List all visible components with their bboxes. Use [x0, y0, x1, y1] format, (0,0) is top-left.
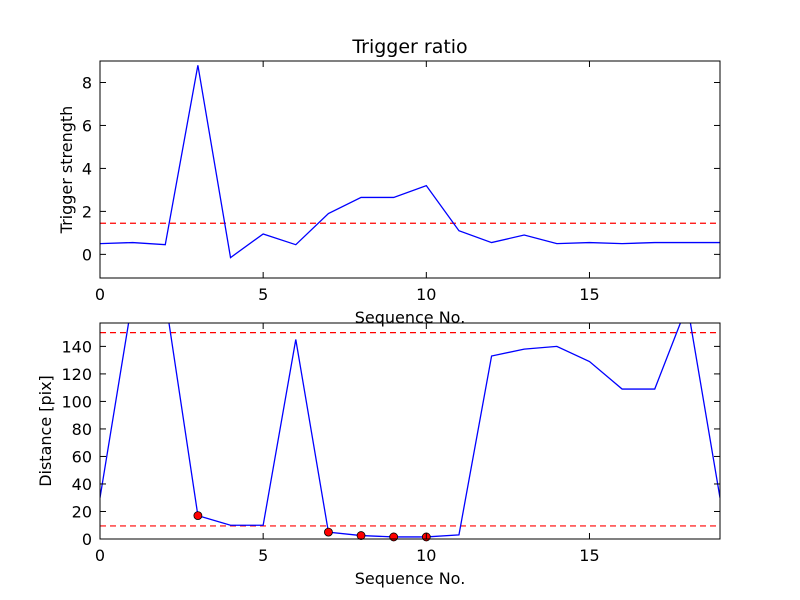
- chart1.x-tick-label-5: 5: [258, 285, 268, 304]
- chart2.y-tick-label-20: 20: [72, 502, 92, 521]
- chart2.x-tick-label-0: 0: [95, 546, 105, 565]
- chart2.y-axis-label: Distance [pix]: [36, 375, 55, 487]
- chart2.highlight-marker-7: [324, 527, 333, 537]
- chart1.y-tick-label-4: 4: [82, 159, 92, 178]
- chart1.x-tick-label-15: 15: [579, 285, 599, 304]
- chart2.y-tick-label-0: 0: [82, 530, 92, 549]
- chart2.y-tick-label-60: 60: [72, 447, 92, 466]
- chart1.x-tick-label-0: 0: [95, 285, 105, 304]
- chart2.x-tick-label-5: 5: [258, 546, 268, 565]
- chart1.y-tick-label-0: 0: [82, 245, 92, 264]
- chart1.y-tick-label-6: 6: [82, 116, 92, 135]
- chart2.y-tick-label-120: 120: [61, 365, 92, 384]
- chart1.series-line-1: [100, 65, 720, 259]
- chart2.y-tick-label-100: 100: [61, 392, 92, 411]
- chart2.y-tick-label-80: 80: [72, 420, 92, 439]
- chart2.y-tick-label-140: 140: [61, 337, 92, 356]
- chart2.x-axis-label: Sequence No.: [355, 569, 466, 588]
- chart1.x-tick-label-10: 10: [416, 285, 436, 304]
- chart2.y-tick-label-40: 40: [72, 475, 92, 494]
- chart1.y-tick-label-2: 2: [82, 202, 92, 221]
- chart2.highlight-marker-8: [356, 531, 366, 540]
- chart2.x-tick-label-10: 10: [416, 546, 436, 565]
- chart1.chart-title: Trigger ratio: [351, 36, 467, 58]
- chart2.plot-frame: [99, 322, 721, 540]
- chart1.y-axis-label: Trigger strength: [57, 106, 76, 235]
- chart2.x-tick-label-15: 15: [579, 546, 599, 565]
- chart1.x-axis-label: Sequence No.: [355, 308, 466, 327]
- chart2.series-line-1: [100, 323, 720, 538]
- chart2.highlight-marker-3: [193, 511, 203, 521]
- chart1.y-tick-label-8: 8: [82, 73, 92, 92]
- chart2.highlight-marker-9: [389, 532, 399, 542]
- chart1.plot-frame: [99, 60, 721, 279]
